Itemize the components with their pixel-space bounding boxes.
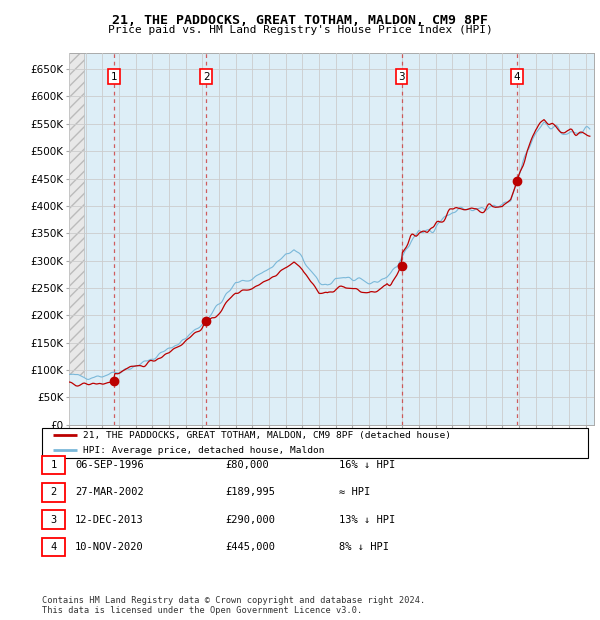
Text: 1: 1: [50, 460, 56, 470]
Text: £290,000: £290,000: [225, 515, 275, 525]
Text: 10-NOV-2020: 10-NOV-2020: [75, 542, 144, 552]
Text: 16% ↓ HPI: 16% ↓ HPI: [339, 460, 395, 470]
Text: 4: 4: [514, 72, 520, 82]
Text: 21, THE PADDOCKS, GREAT TOTHAM, MALDON, CM9 8PF: 21, THE PADDOCKS, GREAT TOTHAM, MALDON, …: [112, 14, 488, 27]
Bar: [69, 53, 85, 425]
Text: HPI: Average price, detached house, Maldon: HPI: Average price, detached house, Mald…: [83, 446, 325, 454]
Text: Price paid vs. HM Land Registry's House Price Index (HPI): Price paid vs. HM Land Registry's House …: [107, 25, 493, 35]
Text: £80,000: £80,000: [225, 460, 269, 470]
Text: 1: 1: [110, 72, 117, 82]
Text: 06-SEP-1996: 06-SEP-1996: [75, 460, 144, 470]
Text: 4: 4: [50, 542, 56, 552]
Text: 13% ↓ HPI: 13% ↓ HPI: [339, 515, 395, 525]
Text: 2: 2: [203, 72, 209, 82]
Text: 21, THE PADDOCKS, GREAT TOTHAM, MALDON, CM9 8PF (detached house): 21, THE PADDOCKS, GREAT TOTHAM, MALDON, …: [83, 431, 451, 440]
Text: 8% ↓ HPI: 8% ↓ HPI: [339, 542, 389, 552]
Text: 2: 2: [50, 487, 56, 497]
Text: £445,000: £445,000: [225, 542, 275, 552]
Text: 27-MAR-2002: 27-MAR-2002: [75, 487, 144, 497]
Text: Contains HM Land Registry data © Crown copyright and database right 2024.
This d: Contains HM Land Registry data © Crown c…: [42, 596, 425, 615]
Text: 3: 3: [398, 72, 405, 82]
Text: 3: 3: [50, 515, 56, 525]
Text: ≈ HPI: ≈ HPI: [339, 487, 370, 497]
Text: 12-DEC-2013: 12-DEC-2013: [75, 515, 144, 525]
Text: £189,995: £189,995: [225, 487, 275, 497]
